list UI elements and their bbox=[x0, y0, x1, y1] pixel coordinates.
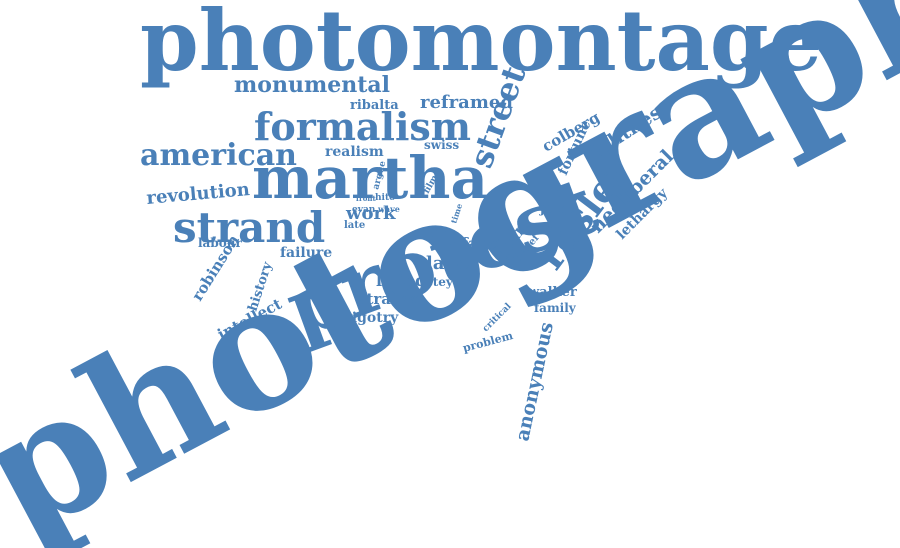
word-walker: walker bbox=[527, 285, 577, 300]
word-late: late bbox=[344, 220, 365, 231]
word-failure: failure bbox=[280, 245, 332, 261]
word-strauss: strauss bbox=[358, 290, 419, 308]
word-anonymous: anonymous bbox=[511, 320, 558, 443]
word-game: game bbox=[519, 222, 552, 235]
word-strand: strand bbox=[173, 203, 325, 252]
word-american: american bbox=[140, 138, 297, 173]
word-living: living bbox=[376, 271, 426, 290]
word-labor: labor bbox=[426, 253, 479, 274]
word-face: face bbox=[461, 234, 498, 253]
word-realism: realism bbox=[325, 144, 384, 160]
word-labour: labour bbox=[198, 236, 242, 250]
word-work: work bbox=[345, 203, 396, 224]
word-martha: martha bbox=[252, 144, 488, 212]
word-ribalta: ribalta bbox=[350, 98, 399, 113]
word-front: front bbox=[356, 194, 376, 203]
word-photomontage: photomontage bbox=[140, 0, 822, 90]
word-hito: hito bbox=[375, 193, 395, 203]
word-reframed: reframed bbox=[420, 92, 513, 113]
word-steyer: steyer bbox=[426, 275, 468, 289]
word-monumental: monumental bbox=[234, 72, 390, 98]
word-swiss: swiss bbox=[424, 138, 459, 152]
word-jorge: jorge bbox=[539, 202, 575, 216]
word-formalism: formalism bbox=[254, 104, 471, 149]
word-bigotry: bigotry bbox=[342, 310, 399, 326]
word-family: family bbox=[534, 301, 577, 315]
word-wave: wave bbox=[377, 204, 400, 214]
word-evan: evan bbox=[352, 205, 376, 215]
